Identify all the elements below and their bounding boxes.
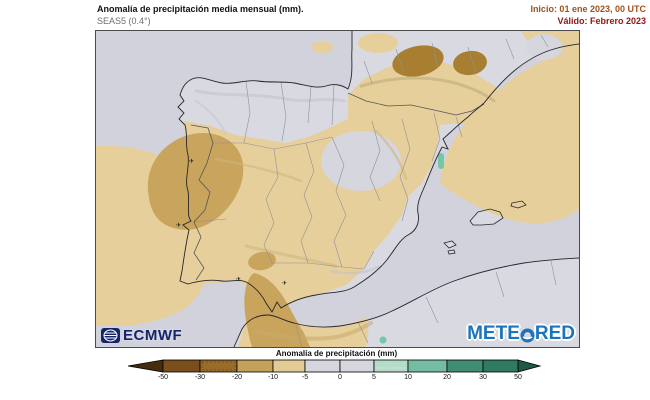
legend-tick-labels: -50 -30 -20 -10 -5 0 5 10 20 30 50 — [120, 374, 550, 383]
legend-tick: -5 — [301, 374, 309, 381]
svg-text:✈: ✈ — [176, 222, 181, 229]
legend-tick: -30 — [194, 374, 206, 381]
poi-marks: ✈ ✈ ✈ ✈ — [176, 158, 287, 287]
relief-shading — [194, 76, 496, 341]
meteored-logo: METE RED — [467, 323, 575, 345]
meteored-wordmark-prefix: METE — [467, 323, 520, 344]
legend-tick: -10 — [267, 374, 279, 381]
meteored-wordmark-suffix: RED — [534, 323, 575, 344]
legend-tick: -50 — [157, 374, 169, 381]
ecmwf-logo: ECMWF — [101, 327, 182, 344]
legend-tick: 50 — [514, 374, 522, 381]
anomaly-dark-brown-pyrenees — [392, 45, 487, 77]
legend-tick: 30 — [479, 374, 487, 381]
valid-period: Válido: Febrero 2023 — [557, 16, 646, 26]
svg-text:✈: ✈ — [189, 158, 194, 165]
model-subtitle: SEAS5 (0.4°) — [97, 16, 151, 26]
legend-tick: 5 — [372, 374, 376, 381]
national-borders — [190, 92, 485, 281]
province-borders — [193, 34, 557, 347]
legend-tick: 0 — [338, 374, 342, 381]
meteored-o-icon — [520, 328, 535, 343]
legend-tick: -20 — [231, 374, 243, 381]
legend-tick: 10 — [404, 374, 412, 381]
coastlines — [177, 31, 579, 347]
anomaly-mid-tan — [147, 133, 310, 347]
neutral-pocket-gulf-lion — [526, 34, 562, 60]
svg-text:✈: ✈ — [282, 280, 287, 287]
ecmwf-globe-icon — [101, 328, 120, 343]
legend-title: Anomalía de precipitación (mm) — [275, 349, 398, 358]
legend-tick: 20 — [443, 374, 451, 381]
map-canvas: ✈ ✈ ✈ ✈ — [96, 31, 579, 347]
legend-colorbar — [127, 359, 542, 373]
svg-text:✈: ✈ — [236, 276, 241, 283]
init-datetime: Inicio: 01 ene 2023, 00 UTC — [530, 4, 646, 14]
anomaly-teal-spots — [379, 153, 444, 344]
anomaly-map: ✈ ✈ ✈ ✈ ECMWF METE RED — [95, 30, 580, 348]
ecmwf-wordmark: ECMWF — [123, 327, 183, 344]
page-title: Anomalía de precipitación media mensual … — [97, 4, 304, 14]
neutral-pocket-north — [321, 131, 401, 191]
